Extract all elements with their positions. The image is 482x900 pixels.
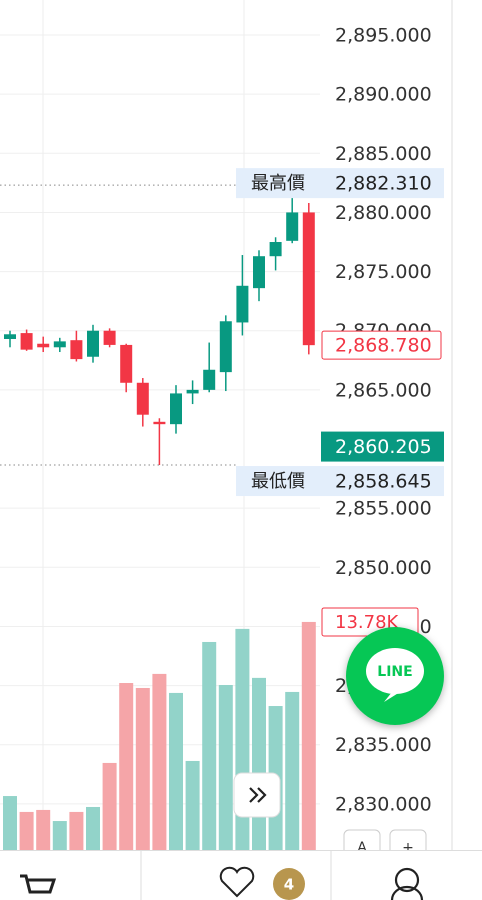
candle-body: [4, 334, 16, 340]
y-tick-label: 2,835.000: [335, 734, 432, 756]
volume-bar: [301, 621, 316, 850]
user-icon[interactable]: [394, 867, 420, 893]
volume-bar: [202, 641, 217, 850]
zoom-in[interactable]: +: [402, 840, 414, 856]
price-tags: 最高價 2,882.310 最低價 2,858.645 2,868.780 2,860.2…: [0, 168, 444, 637]
y-tick-label: 2,885.000: [335, 143, 432, 165]
candle-body: [269, 242, 282, 257]
badge: [273, 868, 305, 900]
volume-bar: [252, 677, 266, 850]
y-tick-label: 2,880.000: [335, 202, 432, 224]
current-price-tag: [321, 431, 444, 462]
last-close-tag: [321, 330, 442, 360]
volume-bar: [86, 806, 100, 850]
candle-body: [103, 330, 116, 345]
candle-body: [170, 393, 182, 425]
y-tick-label: 2,830.000: [335, 793, 432, 815]
candle-body: [153, 421, 166, 425]
candle-layer: [4, 185, 315, 466]
marker-name: 最低價: [251, 471, 305, 492]
candle-body: [236, 285, 249, 323]
marker-tag: [236, 466, 444, 497]
zoom-out[interactable]: A: [357, 840, 367, 856]
marker-value: 2,882.310: [335, 173, 432, 195]
current-price-label: 2,860.205: [335, 436, 432, 458]
volume-bar: [102, 762, 117, 850]
candle-body: [87, 330, 99, 357]
marker-value: 2,858.645: [335, 471, 432, 493]
candle-body: [219, 321, 232, 373]
y-tick-label: 2,895.000: [335, 25, 432, 47]
last-close-label: 2,868.780: [335, 335, 432, 357]
candle-body: [37, 343, 50, 348]
line-label[interactable]: LINE: [377, 664, 412, 680]
y-tick-label: 2,855.000: [335, 498, 432, 520]
volume-bar: [285, 691, 300, 850]
candle-body: [120, 344, 133, 383]
marker-name: 最高價: [251, 173, 305, 194]
candle-body: [53, 341, 66, 348]
y-tick-label: 2,875.000: [335, 261, 432, 283]
cart-icon[interactable]: [20, 874, 57, 894]
volume-bar: [218, 684, 233, 850]
y-tick-label: 2,890.000: [335, 84, 432, 106]
candle-body: [302, 212, 315, 346]
y-tick-label: 2,850.000: [335, 557, 432, 579]
volume-bar: [135, 687, 150, 850]
candle-body: [286, 212, 299, 241]
volume-bar: [69, 811, 84, 850]
volume-bar: [3, 796, 17, 850]
volume-bar: [52, 821, 67, 850]
candle-body: [203, 369, 216, 390]
volume-bar: [119, 683, 134, 850]
volume-bar: [169, 692, 183, 850]
candle-body: [136, 382, 149, 415]
scroll-button[interactable]: [233, 772, 281, 818]
volume-bar: [36, 809, 51, 850]
candle-body: [186, 389, 199, 394]
volume-label: 13.78K: [335, 612, 400, 633]
candle-body: [70, 340, 83, 360]
line-button[interactable]: LINE: [346, 627, 444, 725]
badge-count: 4: [284, 876, 294, 894]
candle-body: [253, 256, 265, 289]
volume-bar: [152, 673, 167, 850]
heart-icon[interactable]: [219, 866, 255, 898]
volume-bar: [185, 760, 200, 850]
candle-body: [20, 333, 33, 350]
y-tick-label: 2,865.000: [335, 379, 432, 401]
bottom-nav: 4: [0, 850, 482, 900]
volume-bar: [19, 811, 34, 850]
grid: [0, 34, 320, 805]
marker-tag: [236, 168, 444, 199]
